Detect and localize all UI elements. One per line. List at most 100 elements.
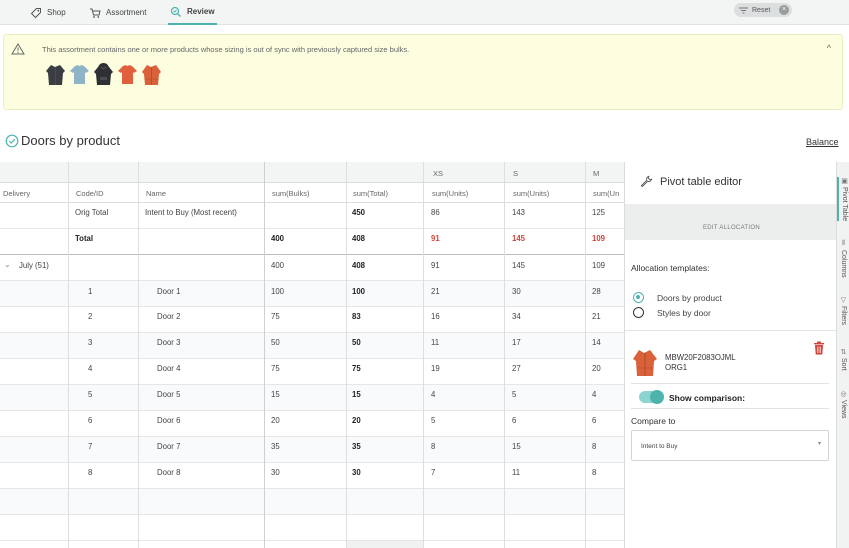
table-row[interactable]: 3 Door 3 50 50 11 17 14 — [0, 333, 624, 359]
collapse-chevron-icon[interactable]: ^ — [826, 43, 831, 53]
row-m[interactable]: 21 — [592, 312, 601, 321]
group-label: July (51) — [19, 261, 49, 270]
row-m[interactable]: 8 — [592, 442, 597, 451]
tag-icon — [30, 7, 41, 18]
row-bulks[interactable]: 100 — [271, 287, 285, 296]
table-row[interactable]: 1 Door 1 100 100 21 30 28 — [0, 281, 624, 307]
top-nav: Shop Assortment Review Reset × — [0, 0, 849, 25]
radio-styles-by-door-label[interactable]: Styles by door — [657, 308, 711, 318]
row-bulks[interactable]: 20 — [271, 416, 280, 425]
light-tee-thumbnail[interactable] — [69, 63, 90, 87]
radio-doors-by-product[interactable] — [633, 292, 644, 303]
divider — [631, 383, 829, 384]
radio-doors-by-product-label[interactable]: Doors by product — [657, 293, 722, 303]
tool-sort[interactable]: ⇅ Sort — [837, 348, 849, 371]
row-xs[interactable]: 21 — [431, 287, 440, 296]
row-m[interactable]: 14 — [592, 338, 601, 347]
row-s[interactable]: 6 — [512, 416, 517, 425]
table-row[interactable]: 5 Door 5 15 15 4 5 4 — [0, 385, 624, 411]
trash-icon[interactable] — [813, 341, 825, 355]
edit-allocation-button[interactable]: EDIT ALLOCATION — [625, 204, 836, 240]
orange-tee-thumbnail[interactable] — [117, 63, 138, 87]
black-hoodie-thumbnail[interactable] — [93, 63, 114, 87]
col-code-id[interactable]: Code/ID — [76, 189, 104, 198]
col-sum-units-s[interactable]: sum(Units) — [513, 189, 550, 198]
row-name: Door 1 — [157, 287, 181, 296]
pivot-grid: XS S M Delivery Code/ID Name sum(Bulks) … — [0, 162, 624, 548]
row-bulks[interactable]: 75 — [271, 312, 280, 321]
page-title: Doors by product — [21, 133, 120, 148]
product-code-line2: ORG1 — [665, 363, 688, 372]
tool-pivot-table[interactable]: ▣ Pivot Table — [837, 177, 849, 222]
row-id: 8 — [88, 468, 93, 477]
balance-link[interactable]: Balance — [806, 137, 839, 147]
row-xs[interactable]: 19 — [431, 364, 440, 373]
show-comparison-toggle[interactable] — [639, 390, 664, 404]
compare-to-select[interactable]: Intent to Buy ▾ — [631, 430, 829, 461]
radio-styles-by-door[interactable] — [633, 307, 644, 318]
table-row[interactable]: 6 Door 6 20 20 5 6 6 — [0, 411, 624, 437]
row-xs[interactable]: 7 — [431, 468, 436, 477]
reset-button[interactable]: Reset × — [734, 3, 792, 17]
row-id: 5 — [88, 390, 93, 399]
tool-columns-label: Columns — [840, 250, 847, 278]
table-row[interactable]: 2 Door 2 75 83 16 34 21 — [0, 307, 624, 333]
row-m[interactable]: 8 — [592, 468, 597, 477]
row-m[interactable]: 6 — [592, 416, 597, 425]
col-sum-bulks[interactable]: sum(Bulks) — [272, 189, 310, 198]
row-xs[interactable]: 8 — [431, 442, 436, 451]
close-icon[interactable]: × — [779, 5, 789, 15]
group-row-july[interactable]: ⌄ July (51) 400 408 91 145 109 — [0, 255, 624, 281]
row-xs[interactable]: 16 — [431, 312, 440, 321]
row-m[interactable]: 28 — [592, 287, 601, 296]
row-s[interactable]: 30 — [512, 287, 521, 296]
chevron-down-icon[interactable]: ⌄ — [4, 260, 11, 269]
size-header-s: S — [513, 169, 519, 178]
row-s[interactable]: 34 — [512, 312, 521, 321]
row-s[interactable]: 5 — [512, 390, 517, 399]
row-bulks[interactable]: 15 — [271, 390, 280, 399]
row-id: 6 — [88, 416, 93, 425]
tool-views[interactable]: ◎ Views — [837, 390, 849, 419]
column-divider — [138, 162, 139, 548]
orange-jacket-thumbnail[interactable] — [141, 63, 162, 87]
row-total: 75 — [352, 364, 361, 373]
row-xs[interactable]: 5 — [431, 416, 436, 425]
pivot-table-editor-panel: Pivot table editor EDIT ALLOCATION Alloc… — [624, 162, 836, 548]
col-sum-units-xs[interactable]: sum(Units) — [432, 189, 469, 198]
row-bulks[interactable]: 50 — [271, 338, 280, 347]
table-row[interactable]: 4 Door 4 75 75 19 27 20 — [0, 359, 624, 385]
row-bulks[interactable]: 30 — [271, 468, 280, 477]
col-sum-total[interactable]: sum(Total) — [353, 189, 389, 198]
tab-shop[interactable]: Shop — [30, 0, 66, 25]
table-row[interactable]: 7 Door 7 35 35 8 15 8 — [0, 437, 624, 463]
orig-total-m: 125 — [592, 208, 606, 217]
row-s[interactable]: 27 — [512, 364, 521, 373]
row-s[interactable]: 11 — [512, 468, 521, 477]
tool-filters[interactable]: ▽ Filters — [837, 296, 849, 325]
row-s[interactable]: 15 — [512, 442, 521, 451]
row-s[interactable]: 17 — [512, 338, 521, 347]
row-xs[interactable]: 4 — [431, 390, 436, 399]
col-sum-units-m[interactable]: sum(Un — [593, 189, 620, 198]
row-bulks[interactable]: 35 — [271, 442, 280, 451]
table-row[interactable]: 8 Door 8 30 30 7 11 8 — [0, 463, 624, 489]
filter-icon — [739, 7, 748, 13]
column-divider — [68, 162, 69, 548]
tab-review[interactable]: Review — [168, 0, 217, 25]
tab-assortment[interactable]: Assortment — [89, 0, 146, 25]
col-delivery[interactable]: Delivery — [3, 189, 31, 198]
orig-total-xs: 86 — [431, 208, 440, 217]
show-comparison-label: Show comparison: — [669, 393, 746, 403]
row-xs[interactable]: 11 — [431, 338, 440, 347]
row-m[interactable]: 4 — [592, 390, 597, 399]
tool-columns[interactable]: ⦀ Columns — [837, 240, 849, 278]
product-thumbnails — [45, 63, 162, 87]
row-m[interactable]: 20 — [592, 364, 601, 373]
row-bulks[interactable]: 75 — [271, 364, 280, 373]
row-total: 100 — [352, 287, 366, 296]
warning-icon — [11, 43, 25, 55]
col-name[interactable]: Name — [146, 189, 167, 198]
column-divider — [264, 162, 265, 548]
dark-jacket-thumbnail[interactable] — [45, 63, 66, 87]
